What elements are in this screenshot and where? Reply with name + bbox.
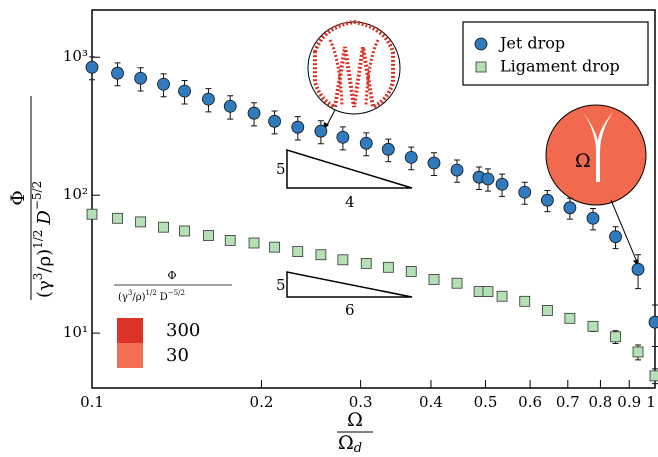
data-point [631,262,645,276]
y-label-denominator: (γ3/ρ)1/2D−5/2 [30,181,56,298]
data-point [86,208,98,220]
x-tick-label: 0.1 [80,393,104,411]
data-point [178,84,191,98]
x-tick-label: 0.3 [349,393,373,411]
x-tick-label: 0.6 [518,393,542,411]
data-point [202,92,215,106]
data-point [336,130,350,144]
slope-run: 4 [345,193,355,211]
data-point [314,124,328,138]
y-label-numerator: Φ [7,190,29,206]
data-point [481,172,495,186]
x-label-bottom: Ωd [338,432,362,453]
data-point [610,331,621,343]
x-tick-label: 0.9 [617,393,641,411]
scale-legend-denominator: (γ3/ρ)1/2 D−5/2 [118,289,185,303]
data-point [564,312,576,324]
data-point [428,274,440,285]
plot-frame [91,9,656,389]
inset-pattern [307,19,647,267]
data-point [381,142,395,156]
data-point [587,320,599,332]
x-label-top: Ω [347,409,363,431]
data-point [404,150,418,164]
data-point [179,225,190,237]
data-point [360,258,372,269]
data-point [482,286,494,297]
data-point [609,230,622,244]
x-tick-label: 0.8 [589,393,613,411]
data-point [359,136,373,150]
data-point [382,261,394,273]
data-point [112,212,123,224]
data-point [586,211,600,225]
slope-triangles [286,148,413,298]
y-label: Φ (γ3/ρ)1/2D−5/2 [7,96,55,300]
legend-marker [474,37,488,51]
y-tick-label: 10³ [63,47,88,65]
data-point [203,230,214,241]
data-point [158,221,169,233]
data-point [632,346,644,358]
data-point [134,71,148,85]
slope-rise: 5 [276,160,286,178]
data-point [563,201,577,215]
x-tick-label: 0.5 [474,393,498,411]
legend-marker [475,61,487,73]
data-point [268,114,281,128]
data-point [496,290,508,302]
data-point [85,60,99,74]
data-point [135,216,147,228]
x-tick-label: 0.7 [556,393,580,411]
data-point [519,295,531,307]
slope-run: 6 [345,301,355,319]
data-point [427,156,441,170]
data-point [157,77,170,91]
data-point [247,106,261,120]
slope-rise: 5 [276,276,286,294]
legend-label: Ligament drop [500,57,620,76]
data-point [292,246,304,257]
data-point [451,277,463,289]
x-tick-label: 0.4 [419,393,443,411]
data-point [542,305,553,316]
data-point [315,249,327,261]
legend-label: Jet drop [498,34,565,53]
scale-swatch [117,343,143,368]
x-tick-label: 0.2 [250,393,274,411]
data-point [248,237,260,249]
data-point [291,120,305,134]
scale-legend-numerator: Φ [167,269,176,282]
data-point [495,177,509,191]
data-point [518,185,532,199]
scale-label: 300 [166,320,200,341]
inset-label: Ω [575,150,591,172]
scale-swatch [117,318,143,343]
y-tick-label: 10¹ [63,323,88,341]
data-point [450,163,464,177]
data-point [337,254,349,266]
x-tick-label: 1 [646,393,656,411]
data-point [649,370,658,382]
legend-box [462,21,649,86]
data-point [223,99,237,113]
data-point [111,66,124,80]
data-point [541,193,554,207]
data-point [269,241,280,253]
data-point [224,235,236,246]
y-tick-label: 10² [63,185,88,203]
data-point [405,266,417,277]
data-point [648,315,658,329]
scale-label: 30 [166,345,189,366]
